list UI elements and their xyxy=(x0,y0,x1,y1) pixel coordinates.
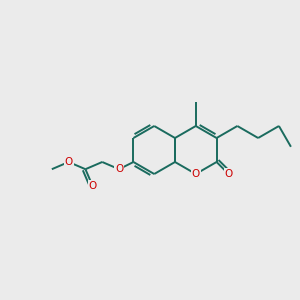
Text: O: O xyxy=(88,181,97,191)
Text: O: O xyxy=(192,169,200,179)
Text: O: O xyxy=(224,169,233,179)
Text: O: O xyxy=(115,164,123,174)
Text: O: O xyxy=(64,157,73,167)
